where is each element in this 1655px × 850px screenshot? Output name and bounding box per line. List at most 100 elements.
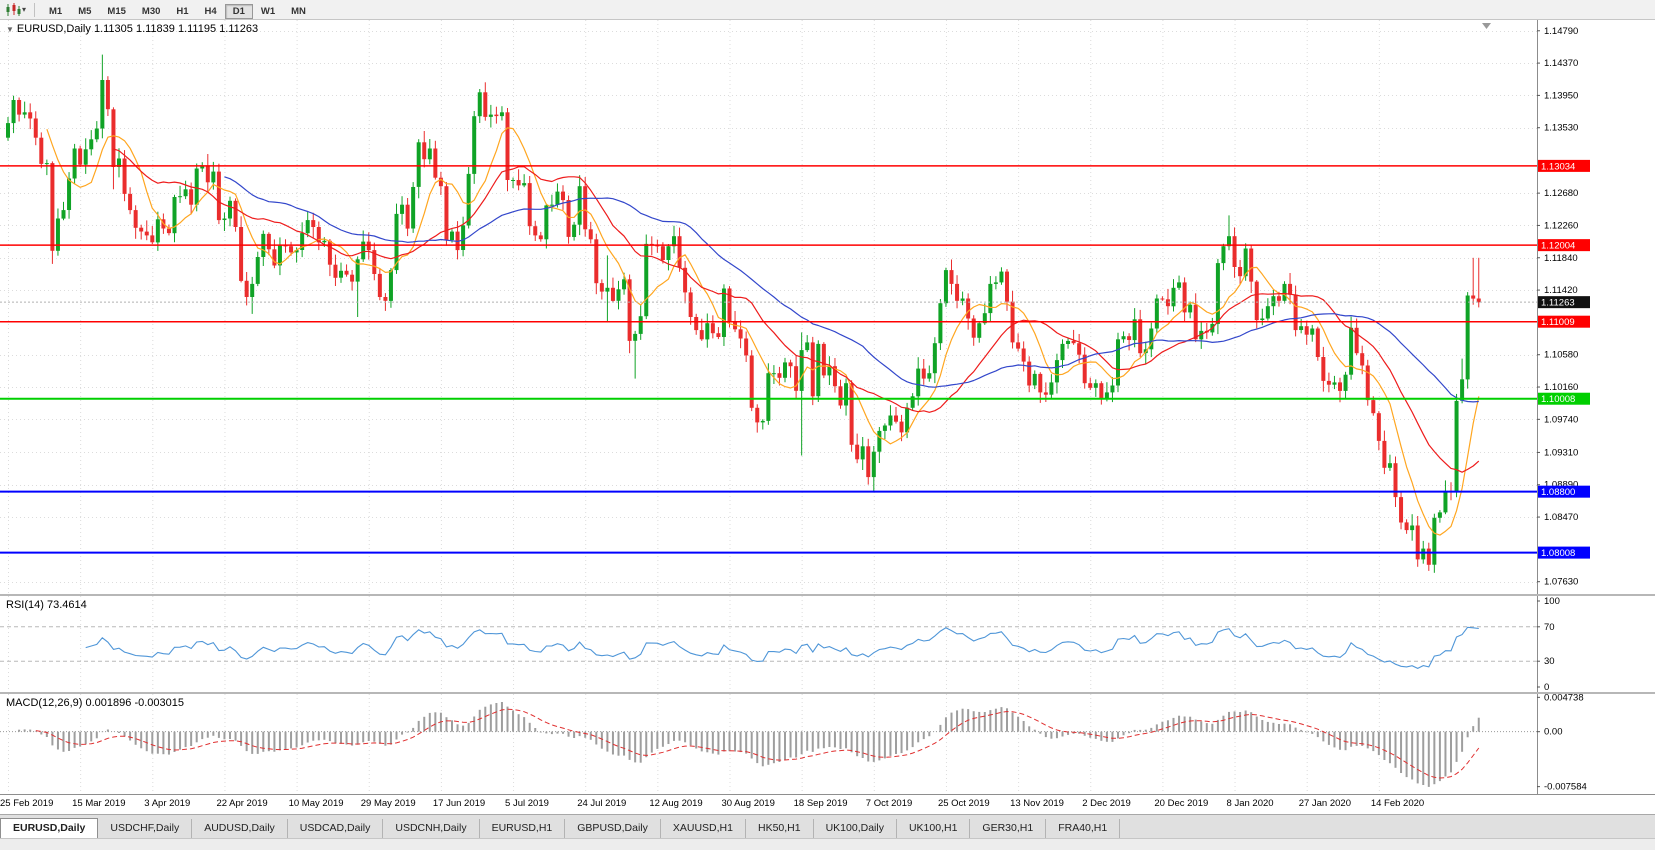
- svg-text:1.08470: 1.08470: [1544, 512, 1578, 523]
- tab-xauusd-h1[interactable]: XAUUSD,H1: [661, 819, 746, 838]
- level-axis-label: [1538, 159, 1590, 172]
- panel-splitter[interactable]: [0, 692, 1655, 694]
- svg-text:1.12260: 1.12260: [1544, 220, 1578, 231]
- rsi-name: RSI(14): [6, 599, 44, 611]
- rsi-current-value: 73.4614: [46, 599, 87, 611]
- x-axis-label: 5 Jul 2019: [505, 798, 549, 809]
- timeframe-button-m5[interactable]: M5: [78, 5, 92, 17]
- tab-fra40-h1[interactable]: FRA40,H1: [1046, 819, 1121, 838]
- timeframe-button-m1[interactable]: M1: [49, 5, 63, 17]
- ma-40-line: [224, 176, 1479, 403]
- svg-text:1.11840: 1.11840: [1544, 253, 1578, 264]
- svg-text:1.09310: 1.09310: [1544, 447, 1578, 458]
- tab-uk100-daily[interactable]: UK100,Daily: [814, 819, 897, 838]
- timeframe-button-m15[interactable]: M15: [107, 5, 126, 17]
- svg-text:1.11009: 1.11009: [1541, 317, 1575, 328]
- macd-signal-value: -0.003015: [134, 697, 184, 709]
- x-axis-label: 13 Nov 2019: [1010, 798, 1064, 809]
- rsi-indicator-panel[interactable]: 100 70 30 0 RSI(14) 73.4614: [0, 596, 1655, 693]
- main-chart-title: ▼ EURUSD,Daily 1.11305 1.11839 1.11195 1.…: [6, 23, 258, 35]
- timeframe-button-h4[interactable]: H4: [204, 5, 217, 17]
- ma-20-line: [113, 148, 1480, 473]
- panel-splitter[interactable]: [0, 594, 1655, 596]
- chart-symbol-period: EURUSD,Daily: [16, 23, 91, 35]
- timeframe-button-mn[interactable]: MN: [291, 5, 306, 17]
- svg-text:1.13530: 1.13530: [1544, 123, 1578, 134]
- svg-text:1.13950: 1.13950: [1544, 90, 1578, 101]
- macd-main-value: 0.001896: [85, 697, 132, 709]
- tab-usdchf-daily[interactable]: USDCHF,Daily: [98, 819, 193, 838]
- x-axis-label: 10 May 2019: [288, 798, 344, 809]
- svg-text:1.10160: 1.10160: [1544, 382, 1578, 393]
- x-axis-label: 17 Jun 2019: [432, 798, 486, 809]
- svg-text:0.00: 0.00: [1544, 727, 1563, 738]
- timeframe-button-group: M1 M5 M15 M30 H1 H4 D1 W1 MN: [41, 1, 314, 19]
- level-axis-label: [1538, 546, 1590, 559]
- grid-lines: [0, 20, 1537, 594]
- x-axis-label: 30 Aug 2019: [721, 798, 775, 809]
- level-axis-label: [1538, 485, 1590, 498]
- svg-text:70: 70: [1544, 622, 1555, 633]
- chart-type-icon[interactable]: ▾: [5, 2, 26, 17]
- x-axis-label: 22 Apr 2019: [216, 798, 268, 809]
- tab-uk100-h1[interactable]: UK100,H1: [897, 819, 971, 838]
- svg-text:1.08008: 1.08008: [1541, 548, 1575, 559]
- collapse-chart-icon[interactable]: ▼: [6, 25, 14, 34]
- tab-audusd-daily[interactable]: AUDUSD,Daily: [192, 819, 288, 838]
- x-axis-label: 15 Mar 2019: [72, 798, 126, 809]
- macd-name: MACD(12,26,9): [6, 697, 83, 709]
- x-axis-label: 27 Jan 2020: [1298, 798, 1351, 809]
- tab-gbpusd-daily[interactable]: GBPUSD,Daily: [565, 819, 661, 838]
- macd-histogram: [18, 702, 1480, 787]
- price-axis-labels: 1.14790 1.14370 1.13950 1.13530 1.12680 1.122…: [1537, 26, 1578, 588]
- ma-8-line: [46, 127, 1480, 536]
- time-axis: 25 Feb 2019 15 Mar 2019 3 Apr 2019 22 Apr 2…: [0, 794, 1655, 814]
- timeframe-button-h1[interactable]: H1: [176, 5, 189, 17]
- rsi-title: RSI(14) 73.4614: [6, 599, 87, 611]
- svg-text:1.07630: 1.07630: [1544, 577, 1578, 588]
- grid-lines: [8, 596, 1380, 692]
- level-axis-label: [1538, 392, 1590, 405]
- level-axis-label: [1538, 239, 1590, 252]
- main-chart-canvas[interactable]: 1.14790 1.14370 1.13950 1.13530 1.12680 1.122…: [0, 20, 1655, 594]
- rsi-canvas[interactable]: 100 70 30 0: [0, 596, 1655, 693]
- svg-text:1.11263: 1.11263: [1541, 298, 1575, 309]
- chart-tab-bar: EURUSD,Daily USDCHF,Daily AUDUSD,Daily USDC…: [0, 814, 1655, 838]
- svg-text:1.14790: 1.14790: [1544, 26, 1578, 37]
- rsi-line: [85, 626, 1479, 670]
- svg-text:1.12004: 1.12004: [1541, 241, 1575, 252]
- timeframe-button-m30[interactable]: M30: [141, 5, 161, 17]
- tab-eurusd-daily[interactable]: EURUSD,Daily: [0, 818, 99, 838]
- tab-ger30-h1[interactable]: GER30,H1: [970, 819, 1047, 838]
- chart-shift-marker[interactable]: [1482, 23, 1491, 29]
- svg-text:1.10008: 1.10008: [1541, 394, 1575, 405]
- main-chart-panel[interactable]: 1.14790 1.14370 1.13950 1.13530 1.12680 1.122…: [0, 20, 1655, 594]
- x-axis-label: 14 Feb 2020: [1370, 798, 1425, 809]
- toolbar-divider: [34, 2, 36, 17]
- svg-text:0.004738: 0.004738: [1544, 694, 1584, 703]
- x-axis-label: 7 Oct 2019: [865, 798, 913, 809]
- x-axis-label: 18 Sep 2019: [793, 798, 848, 809]
- tab-usdcnh-daily[interactable]: USDCNH,Daily: [383, 819, 480, 838]
- chart-ohlc-values: 1.11305 1.11839 1.11195 1.11263: [93, 23, 259, 35]
- timeframe-button-w1[interactable]: W1: [260, 5, 276, 17]
- svg-text:1.12680: 1.12680: [1544, 188, 1578, 199]
- top-toolbar: ▾ M1 M5 M15 M30 H1 H4 D1 W1 MN: [0, 0, 1655, 20]
- svg-text:1.11420: 1.11420: [1544, 285, 1578, 296]
- svg-text:1.08890: 1.08890: [1544, 480, 1578, 491]
- tab-hk50-h1[interactable]: HK50,H1: [746, 819, 814, 838]
- svg-text:1.10580: 1.10580: [1544, 350, 1578, 361]
- x-axis-label: 8 Jan 2020: [1226, 798, 1274, 809]
- timeframe-button-d1[interactable]: D1: [224, 3, 253, 19]
- macd-signal-line: [35, 708, 1480, 779]
- x-axis-label: 25 Oct 2019: [937, 798, 990, 809]
- macd-title: MACD(12,26,9) 0.001896 -0.003015: [6, 697, 184, 709]
- macd-indicator-panel[interactable]: 0.004738 0.00 -0.007584 MACD(12,26,9) 0.00…: [0, 692, 1655, 794]
- tab-eurusd-h1[interactable]: EURUSD,H1: [480, 819, 566, 838]
- macd-canvas[interactable]: 0.004738 0.00 -0.007584: [0, 692, 1655, 794]
- tab-usdcad-daily[interactable]: USDCAD,Daily: [288, 819, 384, 838]
- level-axis-label: [1538, 315, 1590, 328]
- svg-text:1.09740: 1.09740: [1544, 414, 1578, 425]
- svg-text:100: 100: [1544, 596, 1560, 607]
- x-axis-label: 12 Aug 2019: [649, 798, 703, 809]
